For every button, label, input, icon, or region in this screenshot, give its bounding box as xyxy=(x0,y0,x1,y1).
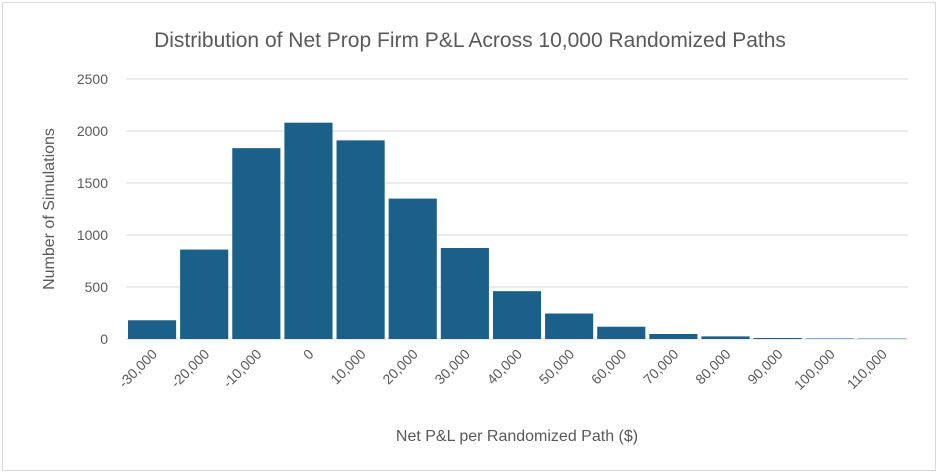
histogram-bar xyxy=(753,337,802,339)
x-axis-label: Net P&L per Randomized Path ($) xyxy=(396,428,638,445)
histogram-bar xyxy=(597,326,646,339)
x-tick-label: 10,000 xyxy=(327,346,369,388)
y-tick-labels: 0 500 1000 1500 2000 2500 xyxy=(77,71,108,347)
y-axis-label: Number of Simulations xyxy=(41,128,58,290)
x-tick-label: 60,000 xyxy=(588,346,630,388)
histogram-bar xyxy=(336,140,385,339)
y-tick-label: 1500 xyxy=(77,175,108,191)
chart-title: Distribution of Net Prop Firm P&L Across… xyxy=(154,29,786,52)
histogram-bar xyxy=(701,336,750,339)
x-tick-label: 40,000 xyxy=(484,346,526,388)
histogram-bar xyxy=(492,291,542,339)
histogram-bar xyxy=(805,338,854,339)
x-tick-label: 70,000 xyxy=(640,346,682,388)
histogram-bar xyxy=(232,148,281,339)
histogram-bar xyxy=(128,320,177,339)
x-tick-label: 110,000 xyxy=(844,346,891,393)
histogram-bar xyxy=(440,248,489,339)
histogram-bar xyxy=(545,313,594,339)
x-tick-label: -10,000 xyxy=(220,346,265,391)
x-tick-label: -20,000 xyxy=(167,346,212,391)
bars xyxy=(128,122,906,340)
x-tick-labels: -30,000 -20,000 -10,000 0 10,000 20,000 30,000… xyxy=(115,346,890,393)
histogram-bar xyxy=(388,198,437,339)
y-tick-label: 2500 xyxy=(77,71,108,87)
x-tick-label: 30,000 xyxy=(431,346,473,388)
x-tick-label: -30,000 xyxy=(115,346,160,391)
x-tick-label: 100,000 xyxy=(791,346,838,393)
y-tick-label: 500 xyxy=(85,279,109,295)
histogram-bar xyxy=(284,122,333,340)
x-tick-label: 0 xyxy=(300,346,317,363)
y-tick-label: 0 xyxy=(100,331,108,347)
y-tick-label: 2000 xyxy=(77,123,108,139)
x-tick-label: 50,000 xyxy=(536,346,578,388)
histogram-bar xyxy=(180,249,229,339)
histogram-bar xyxy=(649,334,698,339)
x-tick-label: 90,000 xyxy=(744,346,786,388)
y-tick-label: 1000 xyxy=(77,227,108,243)
x-tick-label: 80,000 xyxy=(692,346,734,388)
x-tick-label: 20,000 xyxy=(379,346,421,388)
